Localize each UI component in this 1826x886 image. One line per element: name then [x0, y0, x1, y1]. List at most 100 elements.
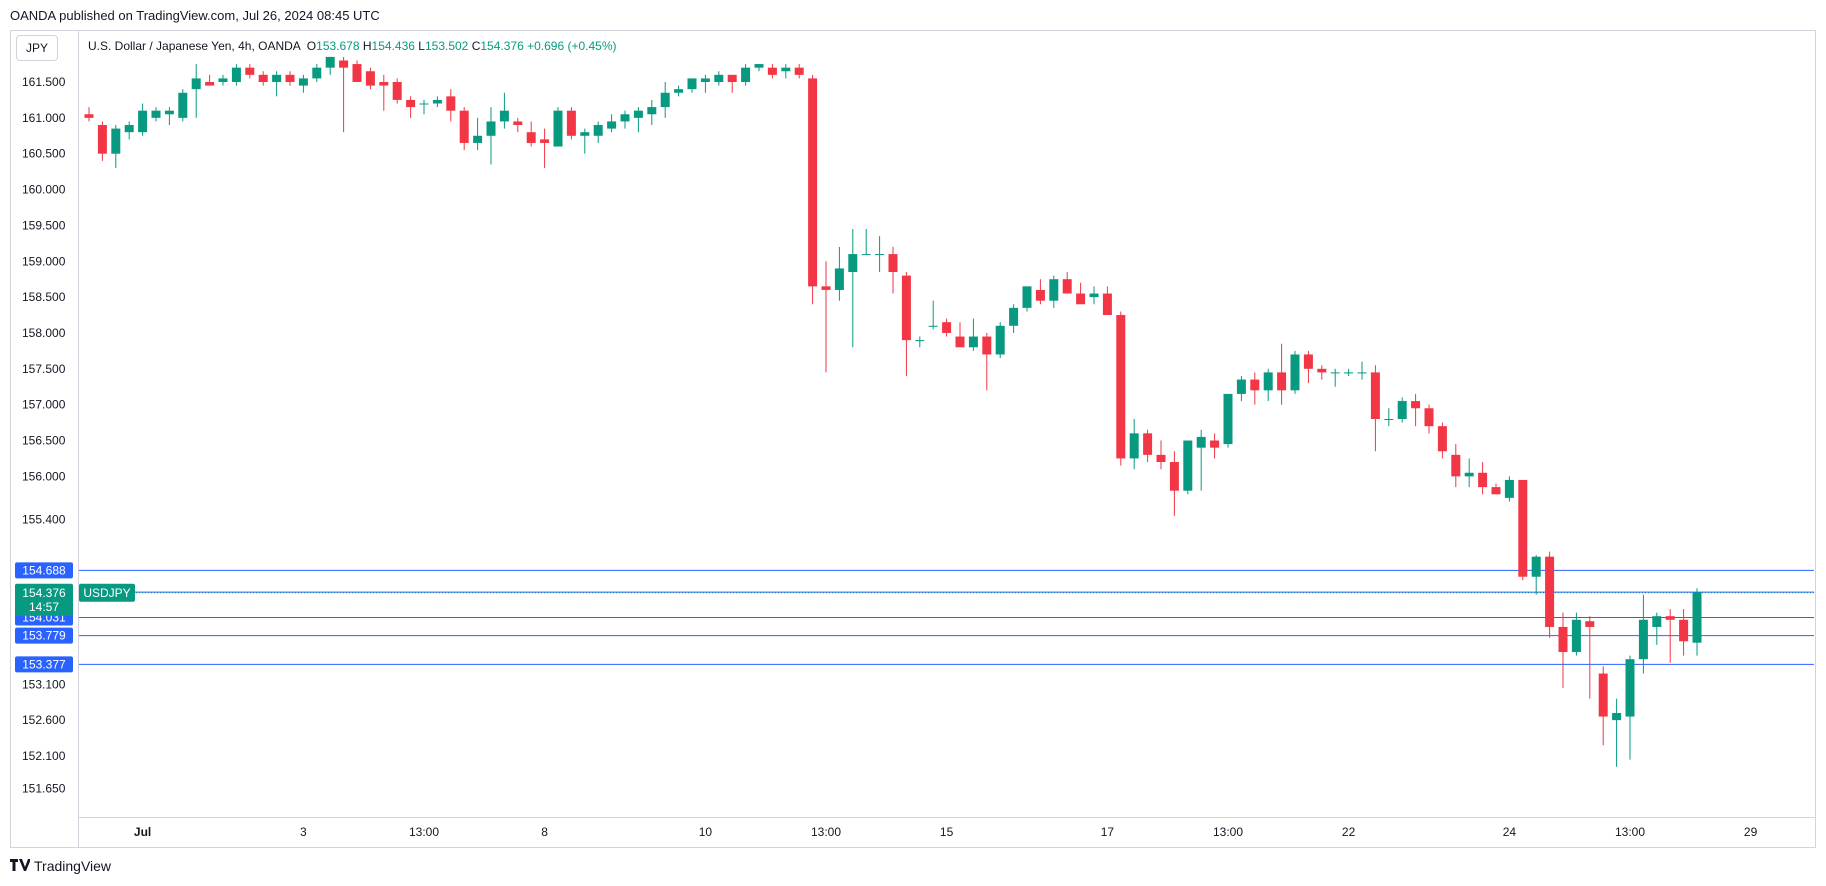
- candle-body: [821, 286, 831, 290]
- candle-body: [325, 56, 335, 68]
- candle-body: [178, 92, 188, 118]
- candle-body: [205, 82, 215, 86]
- candle-body: [1665, 616, 1675, 620]
- legend-open-label: O: [306, 39, 317, 53]
- candle-body: [1277, 372, 1287, 391]
- level-tag-label: 153.377: [22, 657, 66, 671]
- candle-body: [298, 78, 308, 86]
- candle-body: [1652, 616, 1662, 627]
- legend-change: +0.696 (+0.45%): [527, 39, 617, 53]
- candle-body: [593, 125, 603, 136]
- candle-body: [164, 110, 174, 115]
- candle-body: [1344, 372, 1354, 374]
- level-tag: [15, 627, 73, 644]
- x-tick-label: 13:00: [1213, 825, 1243, 839]
- y-tick-label: 158.500: [22, 290, 66, 304]
- candle-body: [218, 78, 228, 82]
- y-tick-label: 159.500: [22, 218, 66, 232]
- bar-countdown: 14:57: [29, 600, 59, 614]
- candle-body: [272, 74, 282, 82]
- candle-body: [848, 254, 858, 273]
- x-tick-label: 13:00: [409, 825, 439, 839]
- candle-body: [97, 125, 107, 154]
- candle-body: [1545, 556, 1555, 627]
- x-tick-label: 13:00: [811, 825, 841, 839]
- price-axis-divider: [78, 31, 79, 847]
- candle-body: [432, 99, 442, 104]
- level-tag-label: 154.688: [22, 563, 66, 577]
- legend-open-value: 153.678: [316, 39, 360, 53]
- candle-body: [365, 71, 375, 86]
- time-axis-divider: [78, 817, 1816, 818]
- candle-body: [1250, 379, 1260, 391]
- candle-body: [513, 121, 523, 126]
- y-tick-label: 152.100: [22, 749, 66, 763]
- candle-body: [727, 74, 737, 82]
- candle-body: [1009, 307, 1019, 326]
- candle-body: [1116, 315, 1126, 459]
- y-tick-label: 157.500: [22, 362, 66, 376]
- symbol-tag: [79, 583, 135, 602]
- legend-low-value: 153.502: [424, 39, 469, 53]
- candle-body: [1129, 433, 1139, 459]
- candle-body: [419, 103, 429, 105]
- y-tick-label: 153.100: [22, 677, 66, 691]
- candle-body: [1437, 426, 1447, 452]
- candle-body: [1625, 659, 1635, 717]
- candle-body: [861, 254, 871, 256]
- tradingview-watermark: TradingView: [10, 858, 111, 874]
- candle-body: [84, 114, 94, 118]
- candle-body: [339, 60, 349, 68]
- candle-body: [982, 336, 992, 355]
- candle-body: [714, 74, 724, 82]
- x-tick-label: 29: [1744, 825, 1758, 839]
- candle-body: [901, 275, 911, 341]
- candle-body: [633, 110, 643, 118]
- candle-body: [1290, 354, 1300, 391]
- x-tick-label: 8: [541, 825, 548, 839]
- candle-body: [1236, 379, 1246, 394]
- candle-body: [1357, 372, 1367, 374]
- candle-body: [915, 340, 925, 342]
- candle-body: [245, 67, 255, 75]
- candle-body: [1518, 479, 1528, 577]
- candle-body: [1263, 372, 1273, 391]
- y-tick-label: 157.000: [22, 398, 66, 412]
- legend-high-label: H: [362, 39, 372, 53]
- candle-body: [473, 135, 483, 143]
- candle-body: [700, 78, 710, 82]
- candle-body: [1049, 279, 1059, 301]
- last-price-value: 154.376: [22, 586, 66, 600]
- candle-body: [1223, 393, 1233, 445]
- candle-body: [151, 110, 161, 118]
- candle-body: [1598, 673, 1608, 717]
- level-tag: [15, 562, 73, 579]
- legend-high-value: 154.436: [371, 39, 415, 53]
- candle-body: [379, 82, 389, 86]
- x-tick-label: 22: [1342, 825, 1356, 839]
- candle-body: [566, 110, 576, 136]
- y-tick-label: 156.500: [22, 434, 66, 448]
- candle-body: [1102, 293, 1112, 316]
- candle-body: [258, 74, 268, 82]
- candle-body: [942, 322, 952, 333]
- candle-body: [1156, 454, 1166, 463]
- candle-body: [459, 110, 469, 143]
- candle-body: [486, 121, 496, 136]
- candle-body: [968, 336, 978, 348]
- candle-body: [808, 78, 818, 287]
- publisher-line: OANDA published on TradingView.com, Jul …: [10, 8, 380, 23]
- y-tick-label: 161.000: [22, 111, 66, 125]
- candle-body: [138, 110, 148, 133]
- candle-body: [231, 67, 241, 82]
- candle-body: [526, 132, 536, 143]
- candle-body: [1022, 286, 1032, 308]
- candle-body: [1089, 293, 1099, 298]
- candle-body: [1143, 433, 1153, 455]
- currency-button[interactable]: JPY: [16, 35, 58, 61]
- candle-body: [1303, 354, 1313, 369]
- candle-body: [955, 336, 965, 348]
- x-tick-label: Jul: [134, 825, 151, 839]
- candle-body: [285, 74, 295, 82]
